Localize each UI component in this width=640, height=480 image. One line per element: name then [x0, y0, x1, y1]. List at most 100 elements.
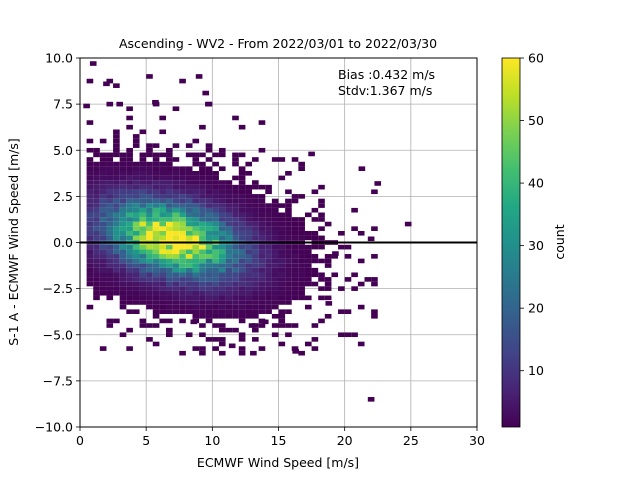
- heatmap-cell: [146, 295, 153, 301]
- heatmap-cell: [179, 198, 186, 204]
- heatmap-cell: [278, 277, 286, 282]
- heatmap-cell: [285, 212, 292, 218]
- heatmap-cell: [324, 254, 332, 259]
- heatmap-cell: [172, 203, 180, 208]
- heatmap-cell: [119, 281, 127, 287]
- heatmap-cell: [205, 272, 213, 278]
- heatmap-cell: [199, 313, 206, 319]
- heatmap-cell: [166, 212, 173, 218]
- heatmap-cell: [338, 244, 345, 250]
- heatmap-cell: [113, 152, 120, 158]
- heatmap-cell: [238, 290, 246, 296]
- heatmap-cell: [172, 184, 180, 190]
- heatmap-cell: [139, 221, 147, 227]
- heatmap-cell: [119, 290, 127, 296]
- heatmap-cell: [199, 184, 206, 190]
- heatmap-cell: [212, 217, 219, 222]
- heatmap-cell: [132, 295, 140, 301]
- heatmap-cell: [258, 286, 266, 291]
- heatmap-cell: [265, 184, 272, 190]
- heatmap-cell: [298, 281, 305, 287]
- heatmap-cell: [172, 226, 180, 231]
- heatmap-cell: [225, 258, 233, 264]
- heatmap-cell: [166, 254, 173, 259]
- heatmap-cell: [166, 263, 173, 268]
- heatmap-cell: [238, 217, 246, 222]
- heatmap-cell: [232, 304, 239, 310]
- heatmap-cell: [106, 198, 114, 204]
- heatmap-cell: [225, 313, 233, 319]
- heatmap-cell: [205, 198, 213, 204]
- heatmap-cell: [232, 295, 239, 301]
- heatmap-cell: [152, 304, 160, 310]
- heatmap-cell: [238, 346, 246, 351]
- heatmap-cell: [93, 226, 100, 231]
- heatmap-cell: [106, 230, 114, 236]
- heatmap-cell: [166, 194, 173, 199]
- heatmap-cell: [179, 194, 186, 199]
- heatmap-cell: [232, 281, 239, 287]
- heatmap-cell: [192, 272, 200, 278]
- heatmap-cell: [232, 254, 239, 259]
- heatmap-cell: [265, 254, 272, 259]
- heatmap-cell: [106, 281, 114, 287]
- heatmap-cell: [146, 143, 153, 148]
- heatmap-cell: [232, 249, 239, 255]
- heatmap-cell: [212, 281, 219, 287]
- heatmap-cell: [172, 304, 180, 310]
- heatmap-cell: [232, 300, 239, 305]
- heatmap-cell: [252, 184, 259, 190]
- heatmap-cell: [86, 198, 94, 204]
- heatmap-cell: [199, 309, 206, 314]
- heatmap-cell: [265, 281, 272, 287]
- heatmap-cell: [285, 198, 292, 204]
- y-tick-label: 2.5: [53, 189, 73, 204]
- heatmap-cell: [185, 272, 193, 278]
- heatmap-cell: [93, 175, 100, 181]
- heatmap-cell: [132, 290, 140, 296]
- heatmap-cell: [172, 295, 180, 301]
- heatmap-cell: [86, 212, 94, 218]
- heatmap-cell: [291, 235, 299, 241]
- heatmap-cell: [166, 226, 173, 231]
- heatmap-cell: [146, 147, 153, 153]
- heatmap-cell: [159, 295, 167, 301]
- heatmap-cell: [199, 272, 206, 278]
- heatmap-cell: [172, 272, 180, 278]
- heatmap-cell: [232, 267, 239, 273]
- heatmap-cell: [99, 258, 107, 264]
- heatmap-cell: [146, 281, 153, 287]
- heatmap-cell: [166, 161, 173, 167]
- heatmap-cell: [212, 254, 219, 259]
- heatmap-cell: [146, 221, 153, 227]
- heatmap-cell: [212, 337, 219, 342]
- heatmap-cell: [252, 254, 259, 259]
- heatmap-cell: [185, 194, 193, 199]
- heatmap-cell: [99, 290, 107, 296]
- heatmap-cell: [304, 249, 312, 255]
- heatmap-cell: [271, 157, 279, 162]
- heatmap-cell: [93, 212, 100, 218]
- heatmap-cell: [172, 198, 180, 204]
- heatmap-cell: [278, 203, 286, 208]
- heatmap-cell: [113, 263, 120, 268]
- heatmap-cell: [185, 230, 193, 236]
- heatmap-cell: [252, 281, 259, 287]
- heatmap-cell: [311, 258, 319, 264]
- heatmap-cell: [304, 235, 312, 241]
- heatmap-cell: [238, 194, 246, 199]
- heatmap-cell: [185, 235, 193, 241]
- heatmap-cell: [86, 235, 94, 241]
- heatmap-outlier-cell: [374, 181, 382, 186]
- heatmap-cell: [139, 166, 147, 171]
- heatmap-cell: [126, 180, 133, 185]
- heatmap-cell: [139, 194, 147, 199]
- heatmap-cell: [93, 207, 100, 213]
- heatmap-cell: [146, 337, 153, 342]
- heatmap-cell: [245, 221, 253, 227]
- heatmap-cell: [179, 277, 186, 282]
- heatmap-cell: [245, 313, 253, 319]
- heatmap-cell: [86, 217, 94, 222]
- heatmap-cell: [192, 244, 200, 250]
- heatmap-cell: [139, 180, 147, 185]
